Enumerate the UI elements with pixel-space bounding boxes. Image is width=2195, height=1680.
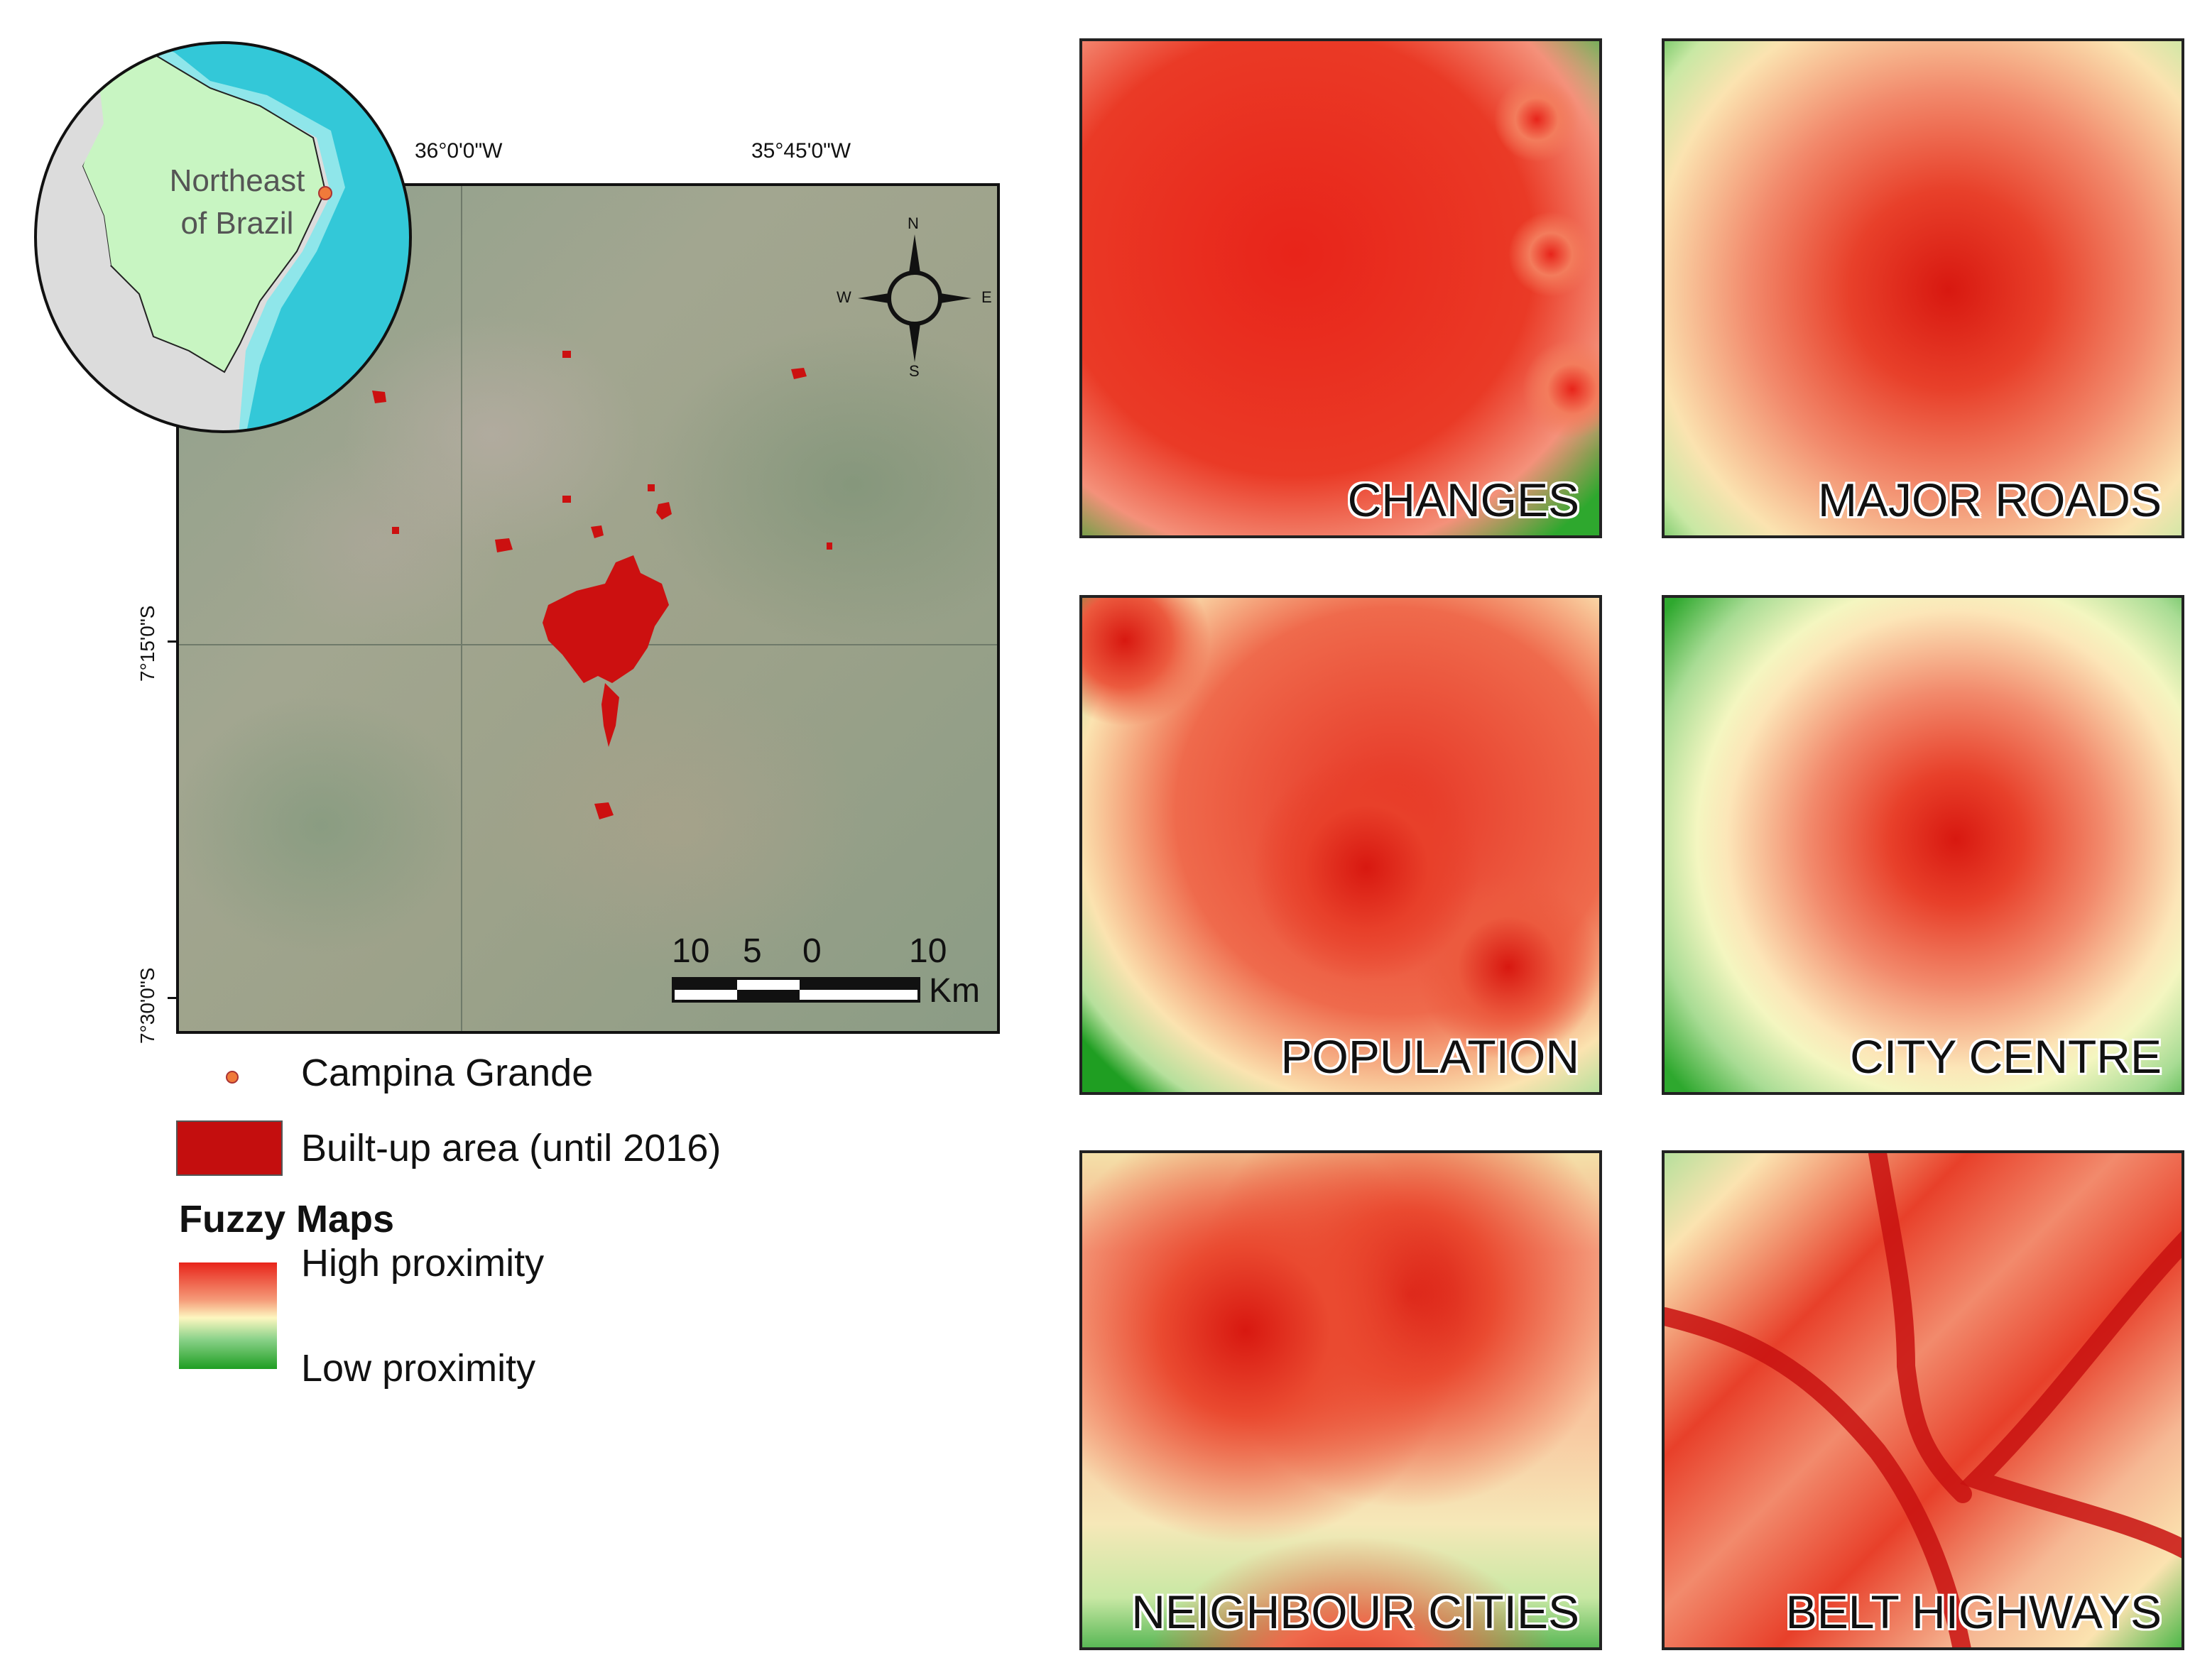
longitude-label: 36°0'0"W: [415, 139, 503, 163]
scale-tick-label: 10: [909, 932, 947, 970]
latitude-tick: [168, 997, 178, 999]
scale-tick-label: 10: [672, 932, 710, 970]
city-marker-icon: [226, 1071, 239, 1084]
legend-high-label: High proximity: [301, 1242, 545, 1284]
scale-tick-label: 0: [802, 932, 822, 970]
built-up-area: [372, 351, 832, 819]
scale-tick-label: 5: [743, 932, 762, 970]
fuzzy-map-panel: POPULATION: [1079, 595, 1602, 1095]
inset-region-label: Northeast: [169, 163, 305, 198]
fuzzy-gradient-swatch: [179, 1262, 277, 1369]
latitude-tick: [168, 640, 178, 643]
legend-built-up-label: Built-up area (until 2016): [301, 1127, 721, 1169]
legend-fuzzy-title: Fuzzy Maps: [179, 1198, 395, 1240]
compass-e-label: E: [981, 288, 992, 306]
panel-label: BELT HIGHWAYS: [1785, 1586, 2162, 1638]
city-location-dot: [318, 186, 332, 200]
panel-label: CHANGES: [1347, 474, 1579, 526]
scale-bar-graphic: [672, 977, 920, 1003]
fuzzy-map-panel: MAJOR ROADS: [1662, 38, 2184, 538]
belt-highway-lines: [1665, 1153, 2182, 1647]
latitude-label: 7°30'0"S: [136, 967, 158, 1044]
fuzzy-map-panel: BELT HIGHWAYS: [1662, 1150, 2184, 1650]
compass-w-label: W: [837, 288, 851, 306]
inset-locator-map: Northeast of Brazil: [33, 38, 416, 436]
longitude-label: 35°45'0"W: [751, 139, 851, 163]
inset-region-label: of Brazil: [180, 206, 294, 241]
panel-label: POPULATION: [1280, 1030, 1579, 1083]
compass-s-label: S: [909, 362, 920, 380]
scale-unit-label: Km: [929, 972, 980, 1010]
built-up-swatch: [176, 1120, 283, 1176]
fuzzy-map-panel: NEIGHBOUR CITIES: [1079, 1150, 1602, 1650]
compass-n-label: N: [908, 214, 919, 232]
compass-rose-icon: [858, 234, 971, 362]
fuzzy-map-panel: CHANGES: [1079, 38, 1602, 538]
legend-city-label: Campina Grande: [301, 1052, 594, 1094]
map-overlay: [179, 186, 997, 1031]
latitude-label: 7°15'0"S: [136, 605, 158, 682]
panel-label: NEIGHBOUR CITIES: [1131, 1586, 1579, 1638]
scale-bar: 10 5 0 10 Km: [672, 932, 997, 1017]
panel-label: CITY CENTRE: [1850, 1030, 2162, 1083]
panel-label: MAJOR ROADS: [1817, 474, 2162, 526]
legend-low-label: Low proximity: [301, 1347, 536, 1390]
fuzzy-map-panel: CITY CENTRE: [1662, 595, 2184, 1095]
